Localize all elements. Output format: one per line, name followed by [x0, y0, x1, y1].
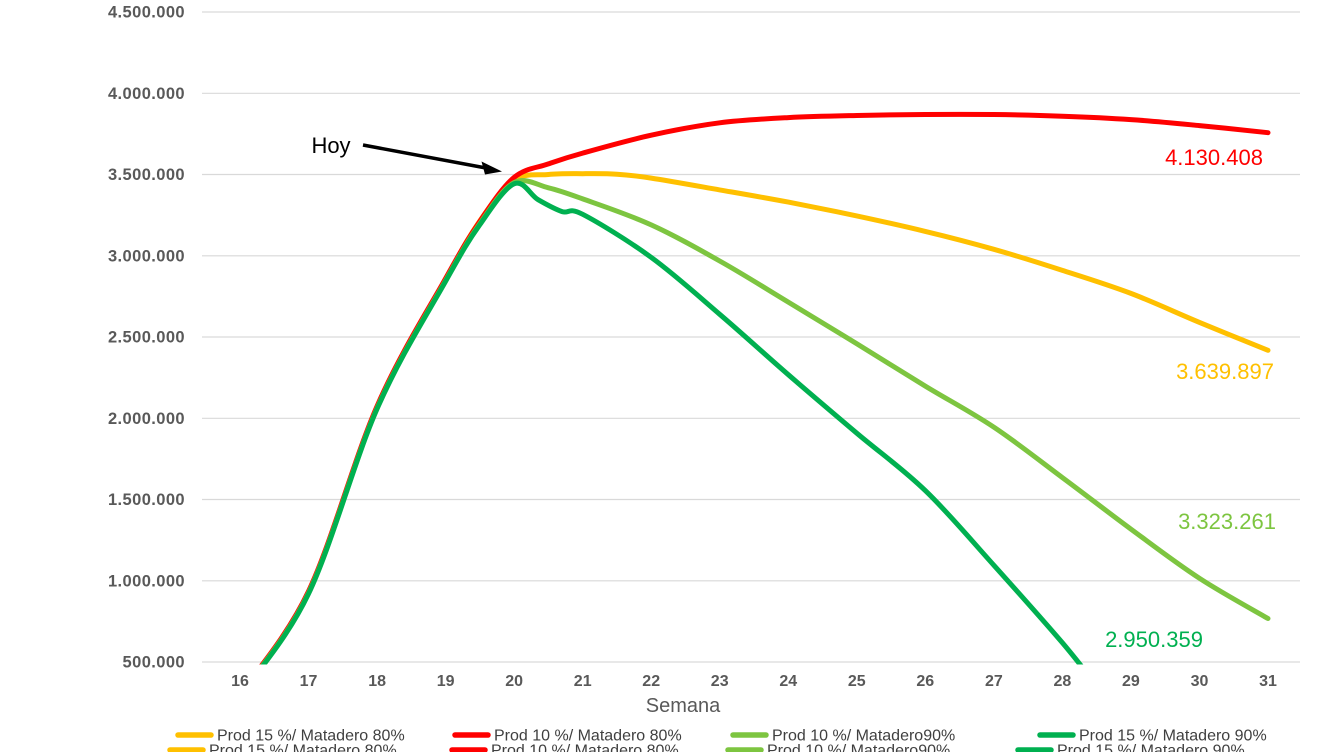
legend-label: Prod 15 %/ Matadero 80%	[217, 728, 405, 745]
x-tick-label: 23	[711, 673, 729, 690]
x-tick-label: 22	[642, 673, 660, 690]
x-tick-label: 19	[437, 673, 455, 690]
series-end-label-2: 4.130.408	[1165, 145, 1263, 170]
series-end-label-4: 2.950.359	[1105, 627, 1203, 652]
legend-label: Prod 10 %/ Matadero90%	[767, 743, 950, 752]
x-tick-label: 27	[985, 673, 1003, 690]
y-tick-label: 1.500.000	[108, 491, 185, 509]
series-end-label-3: 3.323.261	[1178, 509, 1276, 534]
legend-label: Prod 10 %/ Matadero 80%	[494, 728, 682, 745]
y-tick-label: 4.500.000	[108, 4, 185, 22]
x-tick-label: 20	[505, 673, 523, 690]
y-tick-label: 2.000.000	[108, 410, 185, 428]
series-lines	[259, 111, 1271, 665]
x-tick-label: 29	[1122, 673, 1140, 690]
x-tick-label: 24	[779, 673, 797, 690]
series-end-label-1: 3.639.897	[1176, 359, 1274, 384]
series-line-3	[260, 178, 1271, 665]
legend-label: Prod 15 %/ Matadero 90%	[1057, 743, 1245, 752]
series-line-4	[260, 180, 1084, 665]
x-tick-label: 28	[1054, 673, 1072, 690]
x-tick-label: 16	[231, 673, 249, 690]
x-tick-label: 25	[848, 673, 866, 690]
x-tick-label: 17	[300, 673, 318, 690]
y-tick-label: 4.000.000	[108, 85, 185, 103]
series-line-1	[259, 171, 1271, 665]
x-tick-label: 30	[1191, 673, 1209, 690]
annotation-hoy-label: Hoy	[311, 133, 350, 158]
y-tick-label: 3.000.000	[108, 247, 185, 265]
legend-label: Prod 15 %/ Matadero 80%	[209, 743, 397, 752]
legend-label: Prod 10 %/ Matadero90%	[772, 728, 955, 745]
series-line-2	[259, 111, 1271, 665]
y-tick-label: 1.000.000	[108, 572, 185, 590]
legend-label: Prod 10 %/ Matadero 80%	[491, 743, 679, 752]
x-tick-label: 21	[574, 673, 592, 690]
y-tick-label: 3.500.000	[108, 166, 185, 184]
legend-label: Prod 15 %/ Matadero 90%	[1079, 728, 1267, 745]
x-tick-label: 26	[916, 673, 934, 690]
annotation-arrowhead-icon	[481, 161, 502, 175]
y-tick-label: 2.500.000	[108, 329, 185, 347]
x-tick-label: 31	[1259, 673, 1277, 690]
annotation-arrow	[362, 143, 487, 170]
x-tick-label: 18	[368, 673, 386, 690]
y-tick-label: 500.000	[123, 654, 185, 672]
x-axis-title: Semana	[646, 695, 721, 717]
